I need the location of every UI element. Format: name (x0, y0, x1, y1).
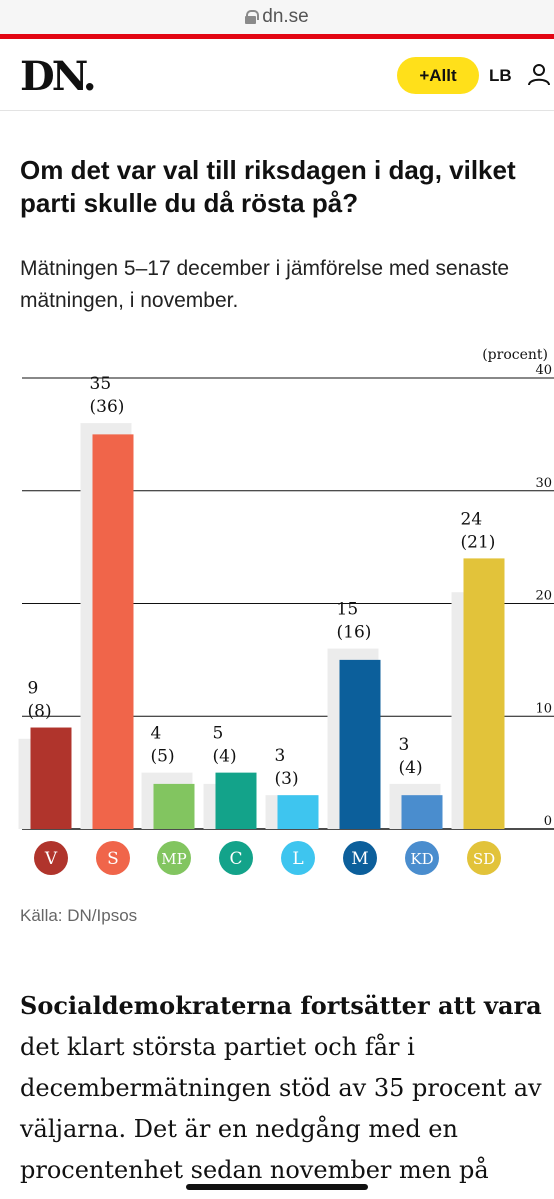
party-badge-c (219, 841, 253, 875)
previous-value-label: (5) (151, 747, 175, 767)
value-label: 5 (213, 724, 224, 744)
chart-title: Om det var val till riksdagen i dag, vil… (20, 155, 516, 218)
y-tick-label: 40 (535, 363, 552, 378)
article-lead: Socialdemokraterna fortsätter att vara (20, 991, 542, 1020)
y-tick-label: 30 (535, 476, 552, 491)
unit-label: (procent) (482, 347, 548, 363)
value-label: 15 (337, 600, 359, 620)
category-label: KD (410, 850, 433, 868)
category-label: L (292, 849, 303, 869)
bar-mp (153, 783, 195, 829)
chart-source: Källa: DN/Ipsos (20, 906, 138, 925)
party-badge-s (96, 841, 130, 875)
browser-url-bar[interactable]: dn.se (0, 0, 554, 34)
site-header: DN. +Allt LB (0, 39, 554, 111)
article-body: Socialdemokraterna fortsätter att vara d… (20, 985, 550, 1191)
previous-value-label: (16) (337, 623, 372, 643)
allt-button[interactable]: +Allt (397, 57, 479, 94)
value-label: 4 (151, 724, 162, 744)
party-badge-sd (467, 841, 501, 875)
bar-sd (463, 558, 505, 829)
previous-value-label: (36) (90, 397, 125, 417)
user-icon[interactable] (527, 64, 551, 86)
bar-m (339, 659, 381, 829)
value-label: 3 (275, 746, 286, 766)
party-poll-chart: (procent) 0 10 20 30 40 9 (8) 35 (36) 4 (5) 5 (4) 3 (3… (18, 347, 554, 875)
party-badge-l (281, 841, 315, 875)
category-label: MP (161, 850, 186, 868)
previous-value-label: (4) (399, 758, 423, 778)
y-tick-label: 20 (535, 589, 552, 604)
category-label: SD (473, 850, 495, 868)
category-label: S (107, 849, 119, 869)
category-label: V (44, 849, 58, 869)
value-label: 3 (399, 735, 410, 755)
previous-value-label: (8) (28, 702, 52, 722)
bar-kd (401, 795, 443, 829)
party-badge-m (343, 841, 377, 875)
bar-s (92, 434, 134, 829)
home-indicator[interactable] (186, 1184, 368, 1190)
value-label: 35 (90, 374, 112, 394)
bar-v (30, 727, 72, 829)
bar-l (277, 795, 319, 829)
dn-logo[interactable]: DN. (20, 53, 97, 100)
previous-value-label: (4) (213, 747, 237, 767)
value-label: 9 (28, 679, 39, 699)
y-tick-label: 10 (535, 701, 552, 716)
party-badge-mp (157, 841, 191, 875)
y-tick-label: 0 (544, 814, 552, 829)
party-badge-kd (405, 841, 439, 875)
article-text: det klart största partiet och får i dece… (20, 1033, 542, 1184)
party-badge-v (34, 841, 68, 875)
brand-stripe (0, 34, 554, 39)
bar-c (215, 772, 257, 829)
value-label: 24 (461, 509, 483, 529)
user-initials[interactable]: LB (489, 66, 512, 85)
category-label: C (229, 849, 242, 869)
previous-value-label: (21) (461, 532, 496, 552)
chart-subtitle: Mätningen 5–17 december i jämförelse med… (20, 257, 510, 312)
previous-value-label: (3) (275, 769, 299, 789)
lock-icon (245, 10, 260, 24)
url-text[interactable]: dn.se (262, 6, 309, 27)
category-label: M (351, 849, 368, 869)
